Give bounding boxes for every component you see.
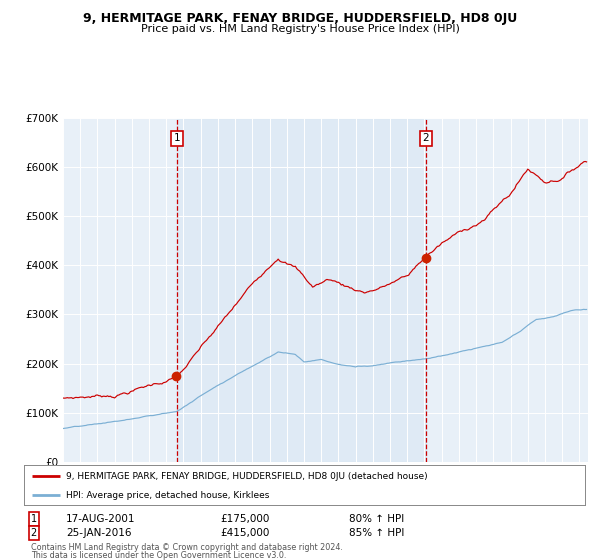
Text: 17-AUG-2001: 17-AUG-2001 bbox=[66, 514, 136, 524]
Text: 2: 2 bbox=[422, 133, 429, 143]
Text: Price paid vs. HM Land Registry's House Price Index (HPI): Price paid vs. HM Land Registry's House … bbox=[140, 24, 460, 34]
Text: 80% ↑ HPI: 80% ↑ HPI bbox=[349, 514, 404, 524]
Text: 85% ↑ HPI: 85% ↑ HPI bbox=[349, 528, 405, 538]
Text: This data is licensed under the Open Government Licence v3.0.: This data is licensed under the Open Gov… bbox=[31, 551, 286, 560]
Bar bbox=[177, 118, 425, 462]
Text: 2: 2 bbox=[31, 528, 37, 538]
Text: £175,000: £175,000 bbox=[220, 514, 270, 524]
Text: 9, HERMITAGE PARK, FENAY BRIDGE, HUDDERSFIELD, HD8 0JU (detached house): 9, HERMITAGE PARK, FENAY BRIDGE, HUDDERS… bbox=[66, 472, 428, 480]
Text: £415,000: £415,000 bbox=[220, 528, 270, 538]
Text: 9, HERMITAGE PARK, FENAY BRIDGE, HUDDERSFIELD, HD8 0JU: 9, HERMITAGE PARK, FENAY BRIDGE, HUDDERS… bbox=[83, 12, 517, 25]
Text: 1: 1 bbox=[31, 514, 37, 524]
Text: HPI: Average price, detached house, Kirklees: HPI: Average price, detached house, Kirk… bbox=[66, 491, 269, 500]
Text: 25-JAN-2016: 25-JAN-2016 bbox=[66, 528, 131, 538]
Text: Contains HM Land Registry data © Crown copyright and database right 2024.: Contains HM Land Registry data © Crown c… bbox=[31, 543, 343, 552]
Text: 1: 1 bbox=[173, 133, 180, 143]
